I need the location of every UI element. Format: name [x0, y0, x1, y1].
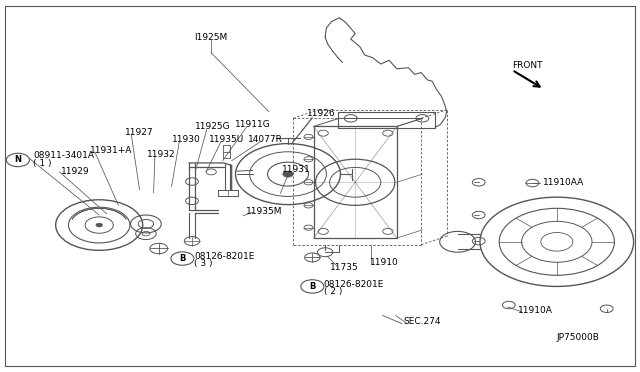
Text: 14077R: 14077R [248, 135, 283, 144]
Text: 11935U: 11935U [209, 135, 244, 144]
Text: 08126-8201E: 08126-8201E [194, 252, 254, 261]
Text: B: B [309, 282, 316, 291]
Text: JP75000B: JP75000B [557, 333, 600, 342]
Text: ( 1 ): ( 1 ) [33, 159, 52, 168]
Text: N: N [15, 155, 21, 164]
Text: 11931: 11931 [282, 165, 310, 174]
Text: 11910AA: 11910AA [543, 178, 584, 187]
Text: 11929: 11929 [61, 167, 90, 176]
Text: ( 2 ): ( 2 ) [324, 287, 342, 296]
Text: 11925G: 11925G [195, 122, 231, 131]
Text: ( 3 ): ( 3 ) [194, 259, 212, 268]
Text: SEC.274: SEC.274 [403, 317, 441, 326]
Text: 08126-8201E: 08126-8201E [324, 280, 384, 289]
Text: 11927: 11927 [125, 128, 154, 137]
Text: 11910: 11910 [370, 258, 399, 267]
Text: FRONT: FRONT [512, 61, 543, 70]
Text: 11911G: 11911G [235, 120, 271, 129]
Text: 11931+A: 11931+A [90, 146, 132, 155]
Text: 08911-3401A: 08911-3401A [33, 151, 94, 160]
Circle shape [96, 223, 102, 227]
Circle shape [283, 171, 293, 177]
Text: I1925M: I1925M [195, 33, 228, 42]
Text: 11930: 11930 [172, 135, 200, 144]
Text: 11910A: 11910A [518, 306, 553, 315]
Text: B: B [179, 254, 186, 263]
Text: 11735: 11735 [330, 263, 358, 272]
Text: 11932: 11932 [147, 150, 176, 159]
Text: 11926: 11926 [307, 109, 336, 118]
Text: 11935M: 11935M [246, 207, 283, 216]
